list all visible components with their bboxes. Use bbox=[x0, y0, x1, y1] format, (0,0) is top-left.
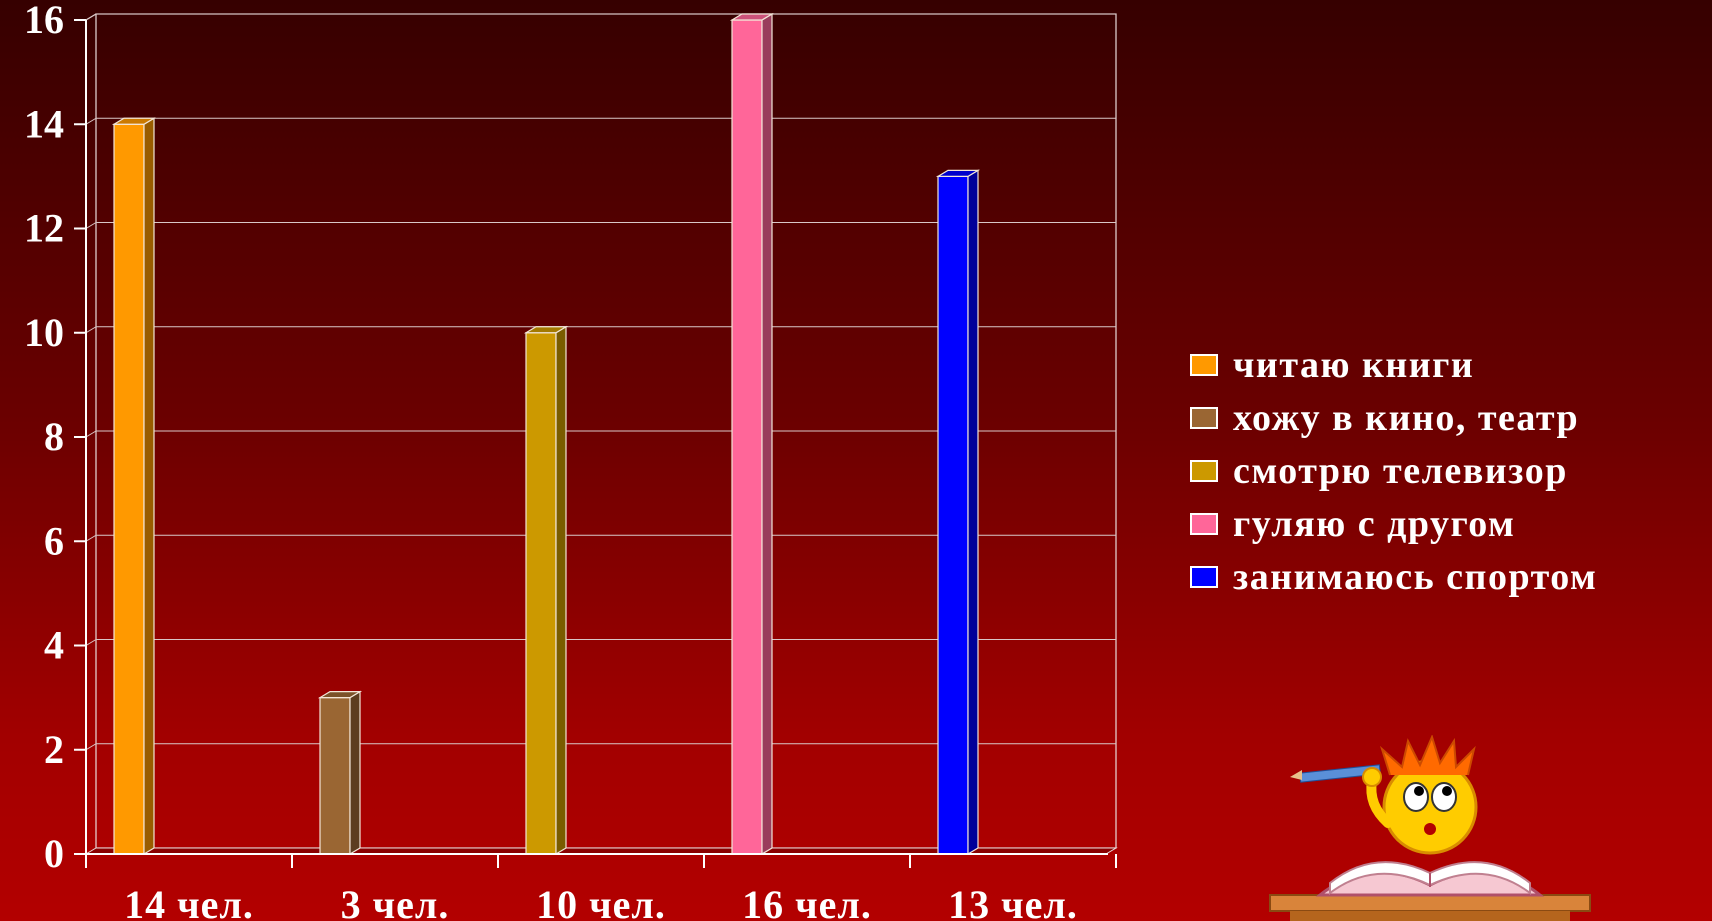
legend-item: хожу в кино, театр bbox=[1190, 391, 1597, 444]
gridline-depth bbox=[85, 534, 97, 542]
y-tick-label: 12 bbox=[24, 206, 64, 251]
smiley-reading-book-icon bbox=[1269, 735, 1591, 921]
legend-label: хожу в кино, театр bbox=[1233, 396, 1580, 439]
y-tick-label: 10 bbox=[24, 310, 64, 355]
legend: читаю книги хожу в кино, театр смотрю теле… bbox=[1190, 338, 1597, 603]
bar-top bbox=[111, 117, 157, 125]
y-tick-label: 2 bbox=[44, 727, 64, 772]
bar-top bbox=[935, 169, 981, 177]
bar-top bbox=[317, 691, 363, 699]
legend-swatch bbox=[1190, 459, 1218, 482]
x-tick-label: 3 чел. bbox=[341, 882, 450, 921]
gridline-depth bbox=[85, 326, 97, 334]
bar-side bbox=[967, 169, 979, 856]
x-tick-label: 10 чел. bbox=[536, 882, 666, 921]
x-tick-label: 16 чел. bbox=[742, 882, 872, 921]
bar-side bbox=[555, 325, 567, 856]
legend-item: читаю книги bbox=[1190, 338, 1597, 391]
bar-4 bbox=[729, 12, 775, 856]
x-tick-label: 14 чел. bbox=[124, 882, 254, 921]
y-tick-label: 6 bbox=[44, 518, 64, 563]
legend-label: смотрю телевизор bbox=[1233, 449, 1568, 492]
x-tick-label: 13 чел. bbox=[948, 882, 1078, 921]
y-tick-label: 16 bbox=[24, 0, 64, 42]
gridline-depth bbox=[85, 117, 97, 125]
bar-front bbox=[937, 175, 969, 855]
bar-front bbox=[319, 697, 351, 855]
bar-top bbox=[523, 326, 569, 334]
y-tick-label: 14 bbox=[24, 101, 64, 146]
legend-swatch bbox=[1190, 565, 1218, 588]
bar-chart: 0 2 4 6 8 10 12 14 16 14 чел. 3 чел. 10 чел. 16 чел… bbox=[24, 0, 1118, 921]
bar-front bbox=[731, 19, 763, 855]
y-axis-ticks: 0 2 4 6 8 10 12 14 16 bbox=[24, 0, 86, 876]
y-tick-label: 4 bbox=[44, 623, 64, 668]
bar-1 bbox=[111, 117, 157, 856]
legend-item: гуляю с другом bbox=[1190, 497, 1597, 550]
bar-side bbox=[143, 117, 155, 856]
bar-side bbox=[761, 12, 773, 856]
gridline-depth bbox=[85, 222, 97, 229]
bar-3 bbox=[523, 325, 569, 856]
legend-swatch bbox=[1190, 353, 1218, 376]
bar-front bbox=[113, 123, 145, 855]
bar-5 bbox=[935, 169, 981, 856]
gridline-depth bbox=[85, 639, 97, 646]
legend-label: читаю книги bbox=[1233, 343, 1475, 386]
gridline-depth bbox=[85, 13, 97, 21]
bars bbox=[111, 12, 981, 856]
y-tick-label: 0 bbox=[44, 831, 64, 876]
legend-swatch bbox=[1190, 512, 1218, 535]
x-axis-ticks: 14 чел. 3 чел. 10 чел. 16 чел. 13 чел. bbox=[124, 882, 1078, 921]
bar-top bbox=[729, 13, 775, 21]
y-tick-label: 8 bbox=[44, 414, 64, 459]
legend-label: занимаюсь спортом bbox=[1233, 555, 1598, 598]
bar-side bbox=[349, 690, 361, 856]
gridline-depth bbox=[85, 743, 97, 751]
legend-label: гуляю с другом bbox=[1233, 502, 1516, 545]
legend-swatch bbox=[1190, 406, 1218, 429]
gridline-depth bbox=[85, 430, 97, 438]
x-axis bbox=[85, 20, 1117, 868]
bar-2 bbox=[317, 690, 363, 856]
legend-item: занимаюсь спортом bbox=[1190, 550, 1597, 603]
legend-item: смотрю телевизор bbox=[1190, 444, 1597, 497]
bar-front bbox=[525, 332, 557, 855]
